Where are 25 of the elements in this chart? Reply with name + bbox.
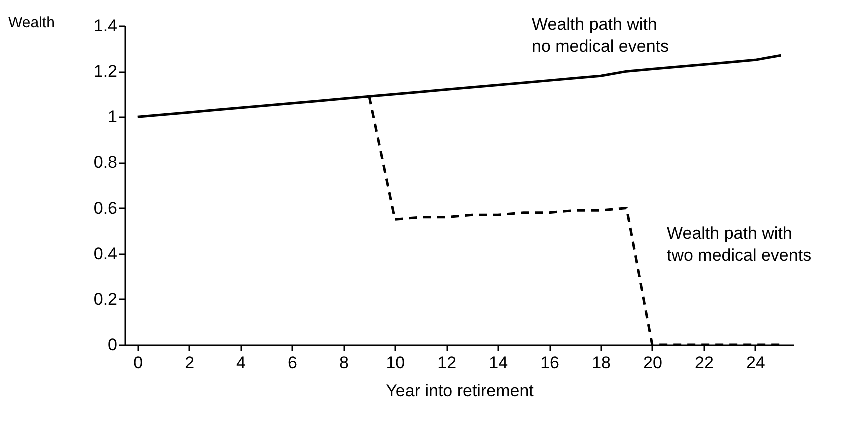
y-axis-title: Wealth [8,14,55,32]
y-tick-label: 1.2 [94,62,118,82]
x-tick-label: 10 [386,354,406,372]
x-tick-label: 20 [644,354,662,372]
annotation: Wealth path with two medical events [667,224,812,265]
x-tick-label: 8 [339,354,349,372]
x-tick-label: 4 [236,354,246,372]
y-tick-label: 0 [108,336,118,354]
y-tick-label: 1 [108,108,118,127]
x-axis-title: Year into retirement [386,382,534,400]
y-tick-label: 0.6 [94,198,118,218]
x-tick-label: 14 [489,354,508,372]
y-tick-label: 1.4 [94,16,118,36]
y-tick-label: 0.8 [94,153,118,172]
x-tick-label: 0 [134,354,144,372]
y-tick-label: 0.2 [94,290,118,309]
x-tick-label: 24 [746,354,766,372]
x-tick-label: 2 [185,354,195,372]
y-tick-label: 0.4 [94,244,118,264]
x-tick-label: 22 [694,354,714,372]
x-tick-label: 18 [592,354,611,372]
annotation: Wealth path with no medical events [532,15,670,56]
x-tick-label: 6 [288,354,298,372]
x-tick-label: 12 [438,354,457,372]
x-tick-label: 16 [540,354,560,372]
